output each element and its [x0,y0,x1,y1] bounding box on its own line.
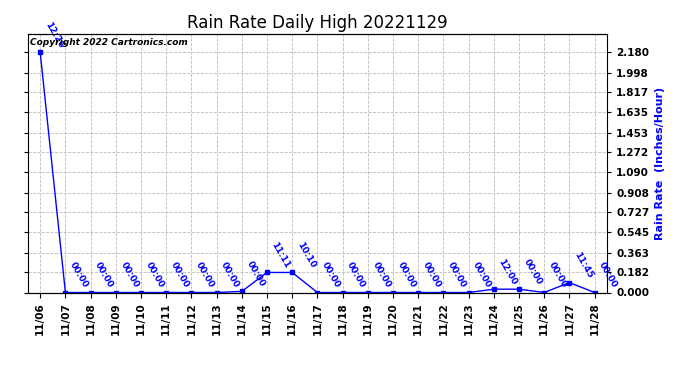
Text: 00:00: 00:00 [396,261,417,290]
Text: 00:00: 00:00 [371,261,393,290]
Text: 00:00: 00:00 [522,258,544,286]
Text: 00:00: 00:00 [119,261,141,290]
Text: 11:11: 11:11 [270,240,292,270]
Text: 00:00: 00:00 [446,261,468,290]
Text: 00:00: 00:00 [547,261,569,290]
Text: 00:00: 00:00 [169,261,191,290]
Title: Rain Rate Daily High 20221129: Rain Rate Daily High 20221129 [187,14,448,32]
Text: 00:00: 00:00 [320,261,342,290]
Text: 00:00: 00:00 [421,261,443,290]
Text: 10:10: 10:10 [295,241,317,270]
Text: 00:00: 00:00 [598,261,619,290]
Text: 00:00: 00:00 [144,261,166,290]
Text: 00:00: 00:00 [244,260,266,289]
Text: 00:00: 00:00 [93,261,115,290]
Text: 00:00: 00:00 [346,261,367,290]
Text: 00:00: 00:00 [194,261,216,290]
Text: 12:00: 12:00 [497,257,519,286]
Text: 12:26: 12:26 [43,20,65,50]
Text: Copyright 2022 Cartronics.com: Copyright 2022 Cartronics.com [30,38,188,46]
Y-axis label: Rain Rate  (Inches/Hour): Rain Rate (Inches/Hour) [655,87,665,240]
Text: 00:00: 00:00 [219,261,242,290]
Text: 00:00: 00:00 [471,261,493,290]
Text: 11:45: 11:45 [572,251,594,280]
Text: 00:00: 00:00 [68,261,90,290]
